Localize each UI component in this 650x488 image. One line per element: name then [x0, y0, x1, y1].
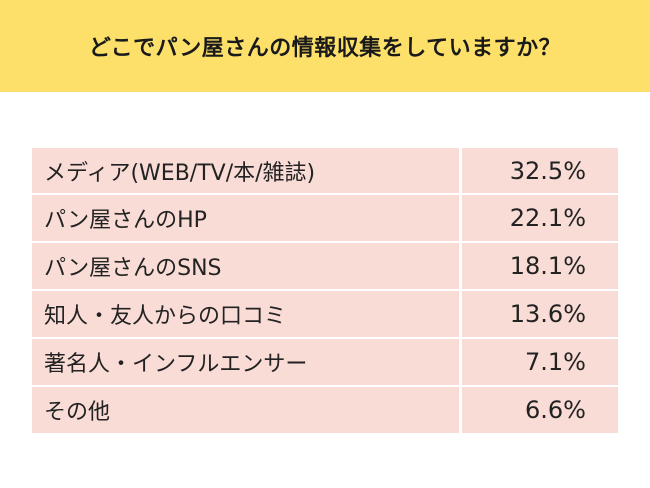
table-row: メディア(WEB/TV/本/雑誌) 32.5% — [32, 148, 618, 195]
row-label: メディア(WEB/TV/本/雑誌) — [32, 148, 462, 193]
table-row: その他 6.6% — [32, 387, 618, 435]
table-row: 著名人・インフルエンサー 7.1% — [32, 339, 618, 387]
row-label: パン屋さんのSNS — [32, 243, 462, 289]
table-row: パン屋さんのHP 22.1% — [32, 195, 618, 243]
row-value: 6.6% — [462, 387, 618, 433]
results-table: メディア(WEB/TV/本/雑誌) 32.5% パン屋さんのHP 22.1% パ… — [32, 148, 618, 435]
row-value: 32.5% — [462, 148, 618, 193]
row-value: 22.1% — [462, 195, 618, 241]
header-banner: どこでパン屋さんの情報収集をしていますか？ — [0, 0, 650, 92]
row-value: 13.6% — [462, 291, 618, 337]
row-label: パン屋さんのHP — [32, 195, 462, 241]
page-title: どこでパン屋さんの情報収集をしていますか？ — [88, 36, 562, 61]
row-label: 知人・友人からの口コミ — [32, 291, 462, 337]
table-row: 知人・友人からの口コミ 13.6% — [32, 291, 618, 339]
row-value: 18.1% — [462, 243, 618, 289]
row-value: 7.1% — [462, 339, 618, 385]
row-label: その他 — [32, 387, 462, 433]
table-row: パン屋さんのSNS 18.1% — [32, 243, 618, 291]
row-label: 著名人・インフルエンサー — [32, 339, 462, 385]
